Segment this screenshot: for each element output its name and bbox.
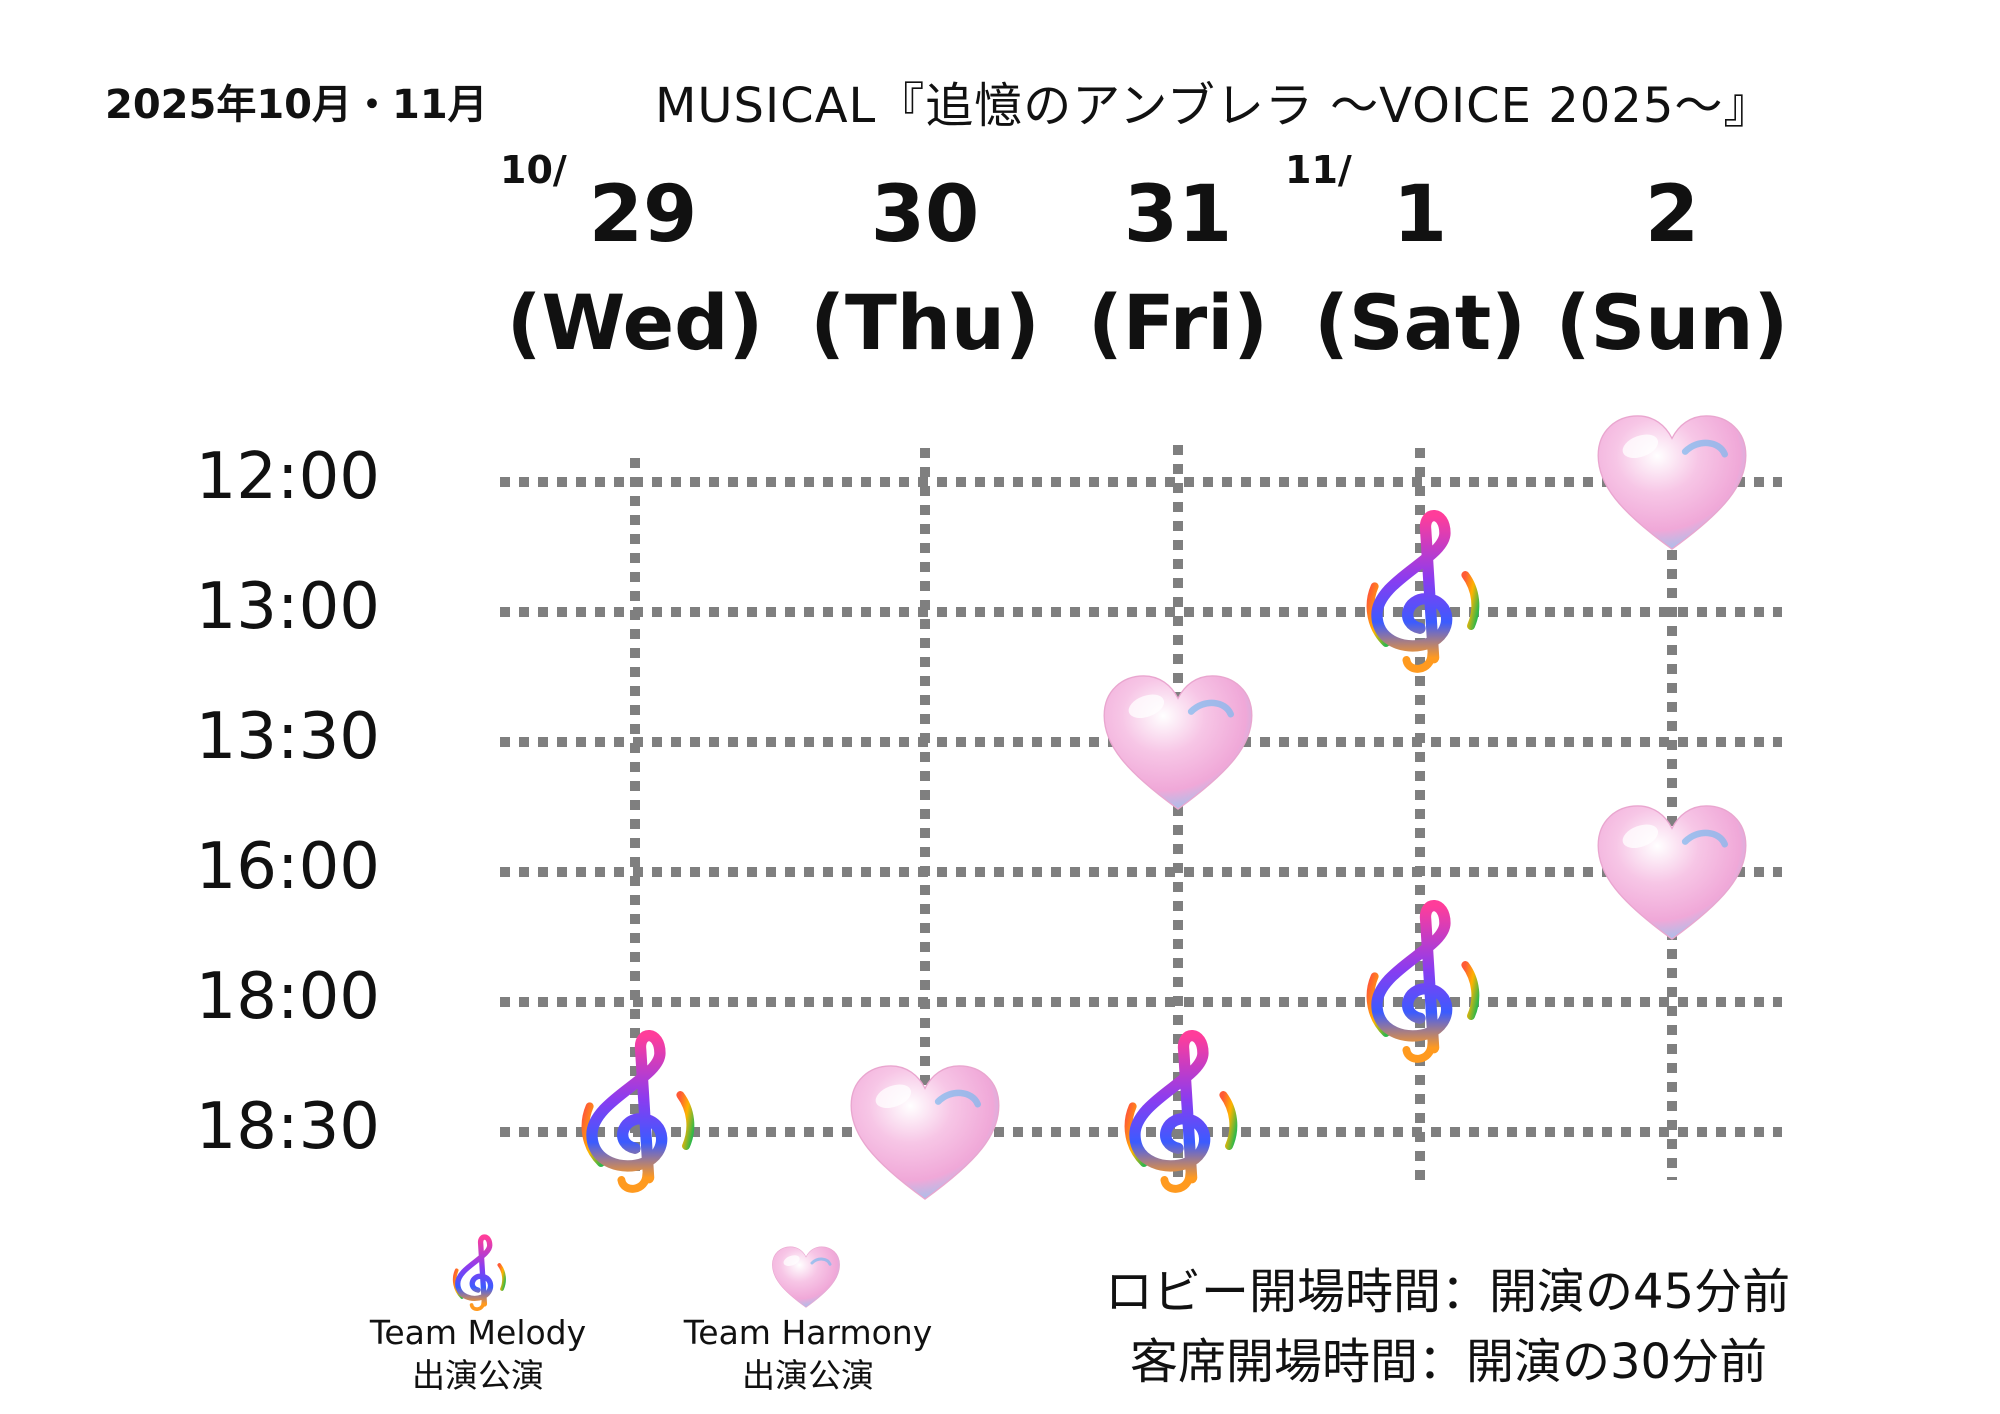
time-label: 18:30	[195, 1090, 380, 1164]
treble-clef-icon	[1371, 516, 1476, 669]
treble-clef-icon	[455, 1237, 504, 1309]
seat-opening-note: 客席開場時間：開演の30分前	[1130, 1334, 1768, 1390]
month-label: 11/	[1285, 148, 1352, 192]
legend-subtitle: 出演公演	[412, 1355, 544, 1395]
time-label: 12:00	[195, 440, 380, 514]
legend-item-harmony: Team Harmony 出演公演	[658, 1312, 958, 1398]
weekday-label: (Fri)	[1087, 278, 1269, 367]
legend-team-name: Team Harmony	[683, 1313, 933, 1352]
time-label: 16:00	[195, 830, 380, 904]
day-number: 2	[1644, 170, 1700, 260]
weekday-label: (Wed)	[506, 278, 764, 367]
month-label: 10/	[500, 148, 567, 192]
time-label: 18:00	[195, 960, 380, 1034]
legend-subtitle: 出演公演	[742, 1355, 874, 1395]
day-number: 29	[588, 170, 698, 260]
legend-icons	[455, 1237, 842, 1309]
heart-icon	[770, 1245, 842, 1309]
day-number: 31	[1123, 170, 1233, 260]
performance-marks	[586, 416, 1746, 1199]
time-label: 13:30	[195, 700, 380, 774]
time-label: 13:00	[195, 570, 380, 644]
heart-icon	[851, 1066, 999, 1199]
weekday-label: (Sat)	[1314, 278, 1526, 367]
lobby-opening-note: ロビー開場時間：開演の45分前	[1105, 1264, 1791, 1320]
legend-team-name: Team Melody	[369, 1313, 587, 1352]
weekday-label: (Sun)	[1555, 278, 1789, 367]
legend-item-melody: Team Melody 出演公演	[328, 1312, 628, 1398]
schedule-period: 2025年10月・11月	[105, 82, 488, 128]
musical-title: MUSICAL『追憶のアンブレラ 〜VOICE 2025〜』	[655, 78, 1773, 134]
day-number: 1	[1392, 170, 1448, 260]
heart-icon	[1598, 416, 1746, 549]
day-number: 30	[870, 170, 980, 260]
weekday-label: (Thu)	[810, 278, 1040, 367]
grid-lines	[500, 445, 1782, 1180]
